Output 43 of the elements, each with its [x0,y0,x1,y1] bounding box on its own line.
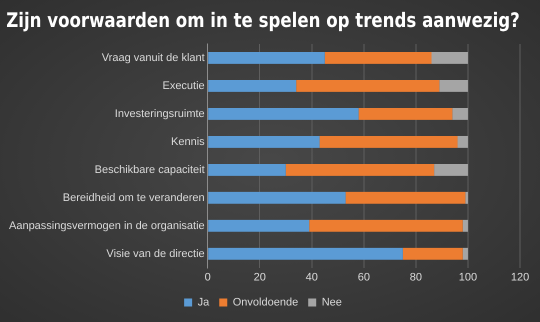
y-tick-label: Bereidheid om te veranderen [62,192,205,204]
bar [402,248,463,260]
x-tick-label: 120 [510,271,530,284]
x-tick-label: 0 [204,271,211,284]
bar [208,136,320,148]
bar [458,136,468,148]
bar [286,164,434,176]
bar [320,136,458,148]
bar [208,248,403,260]
bar [208,220,310,232]
bar [346,192,466,204]
y-tick-label: Beschikbare capaciteit [94,164,205,176]
bar [296,80,440,92]
bar [434,164,468,176]
legend-label: Ja [198,296,210,309]
x-tick-label: 20 [254,271,266,284]
bar [208,192,346,204]
bar [309,220,463,232]
legend-label: Nee [322,296,342,309]
chart-title: Zijn voorwaarden om in te spelen op trends aanwezig? [6,10,520,33]
bar [439,80,468,92]
bar [462,220,468,232]
y-tick-label: Executie [162,80,205,92]
y-tick-label: Vraag vanuit de klant [102,52,205,64]
bar [462,248,468,260]
bar [208,108,359,120]
bar [452,108,468,120]
x-tick-label: 80 [410,271,422,284]
x-tick-label: 40 [306,271,318,284]
bar [465,192,468,204]
x-tick-label: 100 [458,271,478,284]
bar [358,108,452,120]
bar [208,164,286,176]
x-tick-label: 60 [358,271,370,284]
y-tick-label: Visie van de directie [106,248,205,260]
bar [432,52,468,64]
y-tick-label: Investeringsruimte [114,108,205,120]
bar [324,52,432,64]
y-tick-label: Kennis [171,136,206,148]
bar [208,80,296,92]
legend-label: Onvoldoende [232,296,298,309]
y-tick-label: Aanpassingsvermogen in de organisatie [8,220,205,232]
bar [208,52,325,64]
